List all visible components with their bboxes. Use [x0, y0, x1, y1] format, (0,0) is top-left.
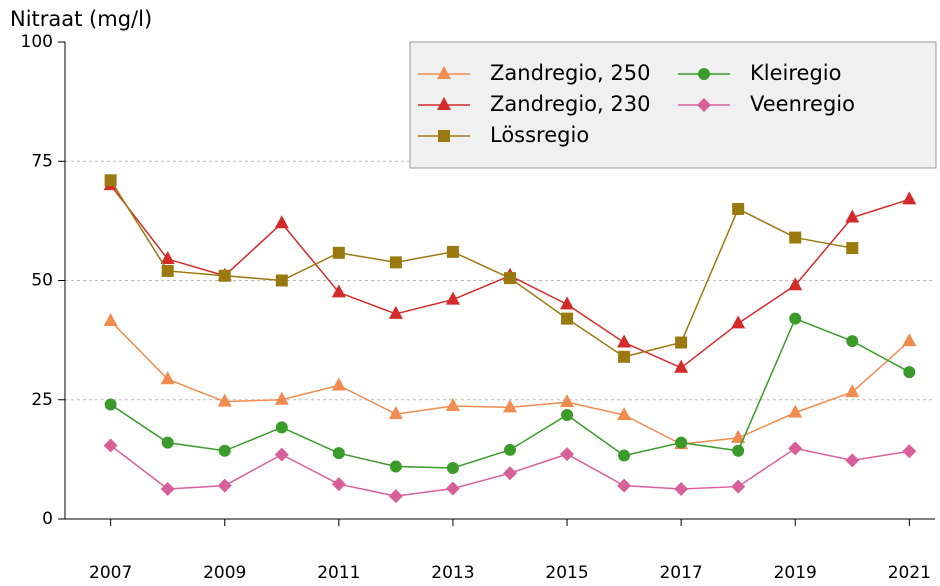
data-point: [331, 477, 346, 492]
data-point: [274, 447, 289, 462]
data-point: [846, 242, 859, 255]
legend-label: Veenregio: [750, 92, 855, 116]
series-line: [110, 320, 910, 445]
data-point: [561, 409, 574, 422]
data-point: [275, 421, 288, 434]
x-tick-label: 2011: [317, 563, 360, 583]
data-point: [445, 291, 460, 305]
y-tick-label: 75: [31, 151, 53, 171]
data-point: [331, 377, 346, 391]
legend-marker: [438, 130, 450, 142]
x-tick-label: 2021: [888, 563, 931, 583]
data-point: [846, 335, 859, 348]
legend-label: Kleiregio: [750, 61, 841, 85]
data-point: [789, 231, 802, 244]
data-point: [617, 334, 632, 348]
x-tick-label: 2009: [203, 563, 246, 583]
data-point: [845, 453, 860, 468]
data-point: [618, 350, 631, 363]
series-line: [110, 179, 853, 358]
data-point: [731, 429, 746, 443]
data-point: [503, 272, 516, 285]
data-point: [788, 441, 803, 456]
data-point: [617, 407, 632, 421]
legend-label: Lössregio: [490, 123, 589, 147]
data-point: [160, 371, 175, 385]
y-tick-label: 50: [31, 271, 53, 291]
data-point: [218, 269, 231, 282]
data-point: [388, 406, 403, 420]
legend-marker: [698, 68, 710, 80]
data-point: [618, 449, 631, 462]
data-point: [502, 399, 517, 413]
data-point: [446, 461, 459, 474]
data-point: [788, 404, 803, 418]
data-point: [560, 296, 575, 310]
data-point: [617, 478, 632, 493]
data-point: [103, 313, 118, 327]
x-tick-label: 2017: [659, 563, 702, 583]
data-point: [674, 359, 689, 373]
data-point: [445, 397, 460, 411]
data-point: [274, 215, 289, 229]
data-point: [275, 274, 288, 287]
data-point: [274, 391, 289, 405]
data-point: [388, 305, 403, 319]
data-point: [445, 481, 460, 496]
data-point: [560, 447, 575, 462]
data-point: [902, 333, 917, 347]
x-tick-label: 2007: [89, 563, 132, 583]
data-point: [731, 315, 746, 329]
data-point: [104, 398, 117, 411]
data-point: [217, 478, 232, 493]
data-point: [161, 264, 174, 277]
legend-box: [409, 41, 937, 169]
data-point: [674, 481, 689, 496]
data-point: [388, 489, 403, 504]
y-tick-label: 25: [31, 390, 53, 410]
data-point: [218, 444, 231, 457]
data-point: [675, 336, 688, 349]
legend-label: Zandregio, 230: [490, 92, 650, 116]
y-axis-label: Nitraat (mg/l): [10, 7, 152, 31]
data-point: [675, 436, 688, 449]
data-point: [502, 466, 517, 481]
legend-marker: [437, 66, 451, 79]
data-point: [104, 174, 117, 187]
y-tick-label: 0: [42, 509, 53, 529]
data-point: [332, 447, 345, 460]
data-point: [845, 209, 860, 223]
data-point: [731, 479, 746, 494]
data-point: [331, 284, 346, 298]
data-point: [389, 256, 402, 269]
data-point: [161, 436, 174, 449]
data-point: [503, 443, 516, 456]
data-point: [332, 246, 345, 259]
data-point: [732, 444, 745, 457]
data-point: [789, 312, 802, 325]
data-point: [902, 444, 917, 459]
y-tick-label: 100: [21, 32, 53, 52]
data-point: [845, 384, 860, 398]
x-tick-label: 2019: [774, 563, 817, 583]
legend-label: Zandregio, 250: [490, 61, 650, 85]
data-point: [560, 394, 575, 408]
data-point: [903, 366, 916, 379]
data-point: [160, 481, 175, 496]
data-point: [217, 393, 232, 407]
legend-marker: [697, 98, 711, 112]
data-point: [160, 251, 175, 265]
legend-marker: [437, 97, 451, 110]
data-point: [103, 438, 118, 453]
x-tick-label: 2015: [545, 563, 588, 583]
data-point: [389, 460, 402, 473]
x-tick-label: 2013: [431, 563, 474, 583]
data-point: [902, 191, 917, 205]
data-point: [446, 245, 459, 258]
data-point: [788, 277, 803, 291]
data-point: [732, 202, 745, 215]
data-point: [561, 312, 574, 325]
